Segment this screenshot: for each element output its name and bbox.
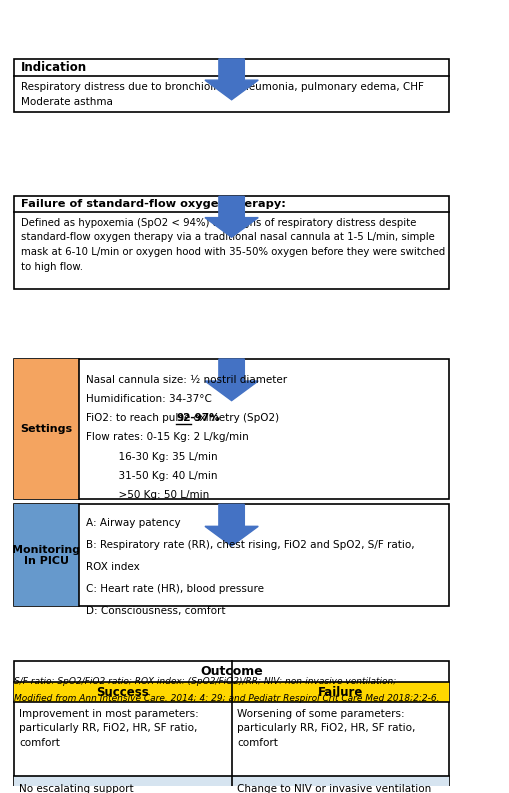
Text: Improvement in most parameters:
particularly RR, FiO2, HR, SF ratio,
comfort: Improvement in most parameters: particul… (19, 709, 199, 748)
Polygon shape (205, 59, 258, 100)
Text: Indication: Indication (21, 61, 87, 74)
Text: Humidification: 34-37°C: Humidification: 34-37°C (86, 394, 212, 404)
Text: Failure of standard-flow oxygen therapy:: Failure of standard-flow oxygen therapy: (21, 199, 285, 209)
Text: Modified from Ann Intensive Care. 2014; 4: 29; and Pediatr Respirol Crit Care Me: Modified from Ann Intensive Care. 2014; … (14, 695, 439, 703)
Text: A: Airway patency: A: Airway patency (86, 519, 180, 528)
Text: FiO2: to reach pulse oximetry (SpO2): FiO2: to reach pulse oximetry (SpO2) (86, 413, 282, 423)
FancyBboxPatch shape (14, 682, 448, 703)
Text: >50 Kg: 50 L/min: >50 Kg: 50 L/min (86, 490, 209, 500)
Text: Outcome: Outcome (200, 665, 263, 678)
FancyBboxPatch shape (14, 776, 448, 793)
Text: Success: Success (96, 686, 149, 699)
Text: Defined as hypoxemia (SpO2 < 94%) and signs of respiratory distress despite
stan: Defined as hypoxemia (SpO2 < 94%) and si… (21, 217, 444, 272)
FancyBboxPatch shape (14, 504, 79, 607)
Text: Failure: Failure (317, 686, 362, 699)
Text: Nasal cannula size: ½ nostril diameter: Nasal cannula size: ½ nostril diameter (86, 375, 287, 385)
Text: 16-30 Kg: 35 L/min: 16-30 Kg: 35 L/min (86, 452, 217, 462)
Text: D: Consciousness, comfort: D: Consciousness, comfort (86, 607, 225, 616)
FancyBboxPatch shape (14, 661, 448, 793)
Text: Respiratory distress due to bronchiolitis, pneumonia, pulmonary edema, CHF
Moder: Respiratory distress due to bronchioliti… (21, 82, 423, 107)
FancyBboxPatch shape (14, 59, 448, 113)
Text: ROX index: ROX index (86, 562, 139, 573)
FancyBboxPatch shape (14, 504, 448, 607)
Text: S/F ratio: SpO2/FiO2 ratio; ROX index: (SpO2/FiO2)/RR; NIV: non-invasive ventila: S/F ratio: SpO2/FiO2 ratio; ROX index: (… (14, 677, 395, 686)
Text: Settings: Settings (20, 424, 72, 434)
Text: B: Respiratory rate (RR), chest rising, FiO2 and SpO2, S/F ratio,: B: Respiratory rate (RR), chest rising, … (86, 541, 414, 550)
FancyBboxPatch shape (14, 359, 79, 499)
Polygon shape (205, 504, 258, 546)
Text: Monitoring
In PICU: Monitoring In PICU (12, 545, 80, 566)
Text: 92-97%: 92-97% (176, 413, 219, 423)
Text: Worsening of some parameters:
particularly RR, FiO2, HR, SF ratio,
comfort: Worsening of some parameters: particular… (237, 709, 415, 748)
FancyBboxPatch shape (14, 197, 448, 289)
Text: C: Heart rate (HR), blood pressure: C: Heart rate (HR), blood pressure (86, 584, 264, 595)
Polygon shape (205, 197, 258, 237)
Text: Change to NIV or invasive ventilation: Change to NIV or invasive ventilation (237, 783, 431, 793)
Polygon shape (205, 359, 258, 400)
Text: 31-50 Kg: 40 L/min: 31-50 Kg: 40 L/min (86, 471, 217, 481)
Text: No escalating support: No escalating support (19, 783, 134, 793)
Text: Flow rates: 0-15 Kg: 2 L/kg/min: Flow rates: 0-15 Kg: 2 L/kg/min (86, 432, 248, 442)
FancyBboxPatch shape (14, 359, 448, 499)
